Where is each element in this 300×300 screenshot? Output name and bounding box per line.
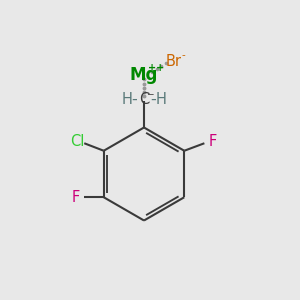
Text: Mg: Mg xyxy=(130,66,158,84)
Text: F: F xyxy=(71,190,80,205)
Text: -: - xyxy=(131,92,137,107)
Text: C: C xyxy=(139,92,149,107)
Text: −: − xyxy=(146,89,154,98)
Text: Br: Br xyxy=(166,54,182,69)
Text: H: H xyxy=(121,92,132,107)
Text: Cl: Cl xyxy=(70,134,85,149)
Text: F: F xyxy=(208,134,217,149)
Text: -: - xyxy=(181,50,185,61)
Text: H: H xyxy=(156,92,167,107)
Text: ++: ++ xyxy=(148,63,165,73)
Text: -: - xyxy=(151,92,157,107)
